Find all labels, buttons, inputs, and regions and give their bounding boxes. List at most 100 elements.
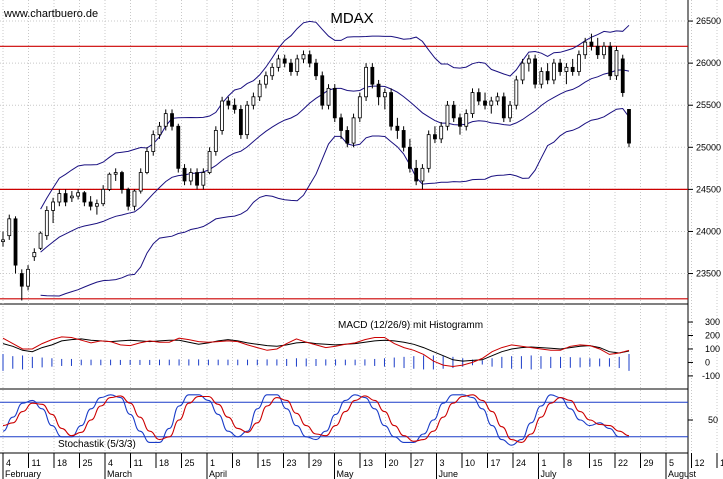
day-tick-label: 12 [695, 458, 705, 468]
day-tick-label: 17 [491, 458, 501, 468]
candle-body [564, 66, 569, 72]
candle [13, 216, 18, 274]
candle-body [76, 192, 81, 197]
stochastic-lines [2, 394, 630, 446]
candle-body [238, 109, 243, 136]
candle [138, 168, 143, 194]
day-tick-label: 18 [57, 458, 67, 468]
candle [539, 67, 544, 89]
candle-body [520, 62, 525, 81]
candle-body [13, 218, 18, 266]
candle-body [451, 104, 456, 119]
day-tick-label: 4 [108, 458, 113, 468]
candle-body [232, 104, 237, 110]
macd-tick-label: 300 [705, 317, 720, 327]
candle-body [38, 232, 43, 249]
candle-body [464, 113, 469, 127]
month-label: February [5, 469, 42, 479]
day-tick-label: 6 [338, 458, 343, 468]
candle [389, 88, 394, 131]
candle [7, 214, 12, 240]
day-tick-label: 11 [32, 458, 41, 468]
candle [163, 109, 168, 131]
price-tick-label: 24500 [696, 184, 721, 194]
candle-body [420, 167, 425, 182]
candle-body [570, 66, 575, 72]
candle [401, 126, 406, 152]
candle [220, 96, 225, 135]
candle-body [113, 172, 118, 175]
month-label: July [541, 469, 558, 479]
candle-body [151, 134, 156, 152]
macd-tick-label: 100 [705, 344, 720, 354]
candle-body [495, 96, 500, 102]
candle [407, 138, 412, 173]
candle-body [414, 167, 419, 182]
candle-body [526, 58, 531, 64]
candle [51, 197, 55, 224]
candle-body [63, 193, 68, 203]
candle [76, 189, 81, 200]
stochastic-d-line [2, 394, 630, 443]
candle [32, 248, 37, 261]
candle [201, 168, 206, 190]
candle [257, 79, 262, 101]
candle [332, 84, 337, 123]
candle [151, 130, 156, 156]
candle-body [245, 104, 250, 136]
candle-body [439, 125, 444, 140]
candle-body [545, 71, 550, 81]
candle [226, 96, 231, 110]
candle [345, 126, 350, 148]
candle-body [101, 188, 106, 205]
candle-body [501, 96, 506, 119]
candle [145, 147, 149, 175]
candle-body [276, 58, 281, 68]
stochastic-k-line [2, 394, 629, 446]
candle-body [57, 193, 62, 203]
macd-tick-label: 0 [705, 357, 710, 367]
macd-histogram [2, 354, 630, 371]
bollinger-lower-band [40, 107, 630, 297]
month-label: May [337, 469, 355, 479]
candle [357, 92, 362, 123]
candle [251, 92, 256, 110]
chart-title: MDAX [330, 10, 373, 27]
candle [195, 168, 199, 190]
price-axis-ticks: 26500 26000 25500 25000 24500 24000 23500 [688, 16, 721, 279]
candle-body [595, 45, 600, 56]
candle [364, 63, 368, 101]
day-tick-label: 15 [261, 458, 271, 468]
candle-body [395, 125, 400, 131]
candle [420, 164, 425, 190]
candle [182, 164, 187, 186]
macd-tick-label: -100 [702, 371, 720, 381]
candle [351, 113, 356, 148]
candle [238, 105, 243, 139]
day-tick-label: 15 [593, 458, 603, 468]
candle [301, 50, 306, 64]
candle [602, 42, 606, 59]
candle-body [226, 100, 231, 106]
candle-body [82, 192, 87, 203]
candle-body [289, 62, 293, 72]
candle-body [433, 134, 437, 140]
candle-body [213, 130, 218, 152]
candle-body [345, 130, 350, 144]
candle-body [301, 54, 306, 60]
candle-body [1, 239, 5, 242]
candle-body [357, 96, 362, 119]
macd-lines [2, 336, 630, 368]
candle-body [195, 172, 199, 186]
day-tick-label: 4 [6, 458, 11, 468]
candle-body [627, 109, 631, 144]
candle-body [602, 45, 606, 56]
candle [326, 84, 331, 110]
macd-label: MACD (12/26/9) mit Histogramm [338, 320, 483, 331]
day-tick-label: 29 [312, 458, 322, 468]
day-tick-label: 1 [210, 458, 215, 468]
candle [69, 191, 74, 202]
candle-body [551, 62, 556, 81]
candle [232, 98, 237, 114]
